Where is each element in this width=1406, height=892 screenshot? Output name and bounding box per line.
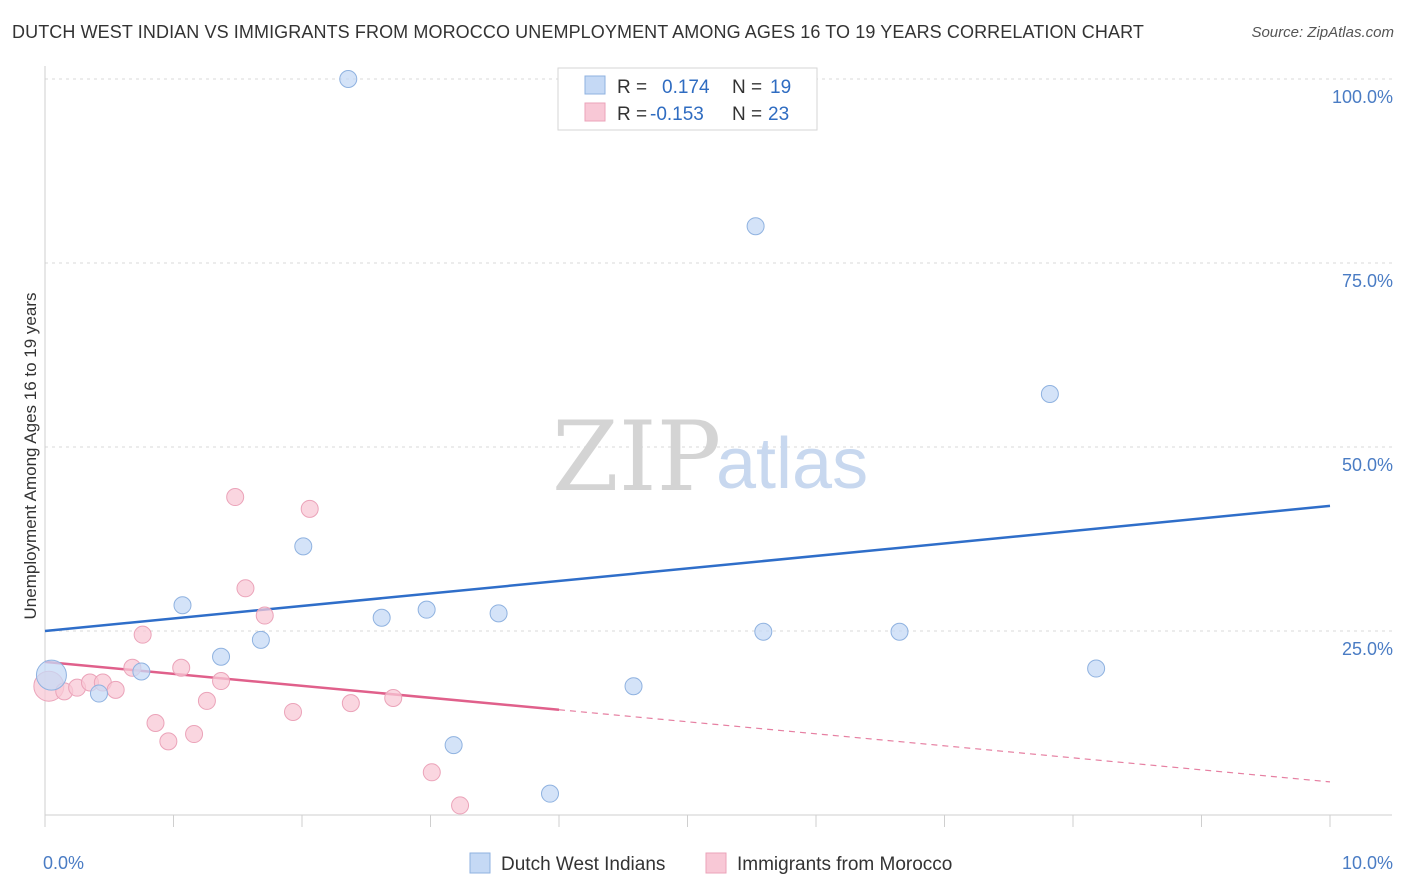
- point-dutch-west-indians-10: [444, 736, 463, 755]
- point-dutch-west-indians-13: [624, 677, 643, 696]
- watermark: ZIP atlas: [552, 401, 868, 513]
- legend-swatch-blue: [584, 75, 606, 95]
- x-tick-label-min: 0.0%: [43, 853, 84, 873]
- y-tick-label-100: 100.0%: [1332, 87, 1393, 107]
- watermark-zip: ZIP: [552, 401, 721, 513]
- point-immigrants-from-morocco-12: [197, 691, 216, 710]
- point-dutch-west-indians-18: [1087, 659, 1106, 678]
- point-dutch-west-indians-12: [541, 784, 560, 803]
- data-points: [33, 70, 1106, 815]
- point-immigrants-from-morocco-21: [422, 763, 441, 782]
- y-tick-label-50: 50.0%: [1342, 455, 1393, 475]
- point-dutch-west-indians-4: [212, 647, 231, 666]
- point-dutch-west-indians-16: [890, 622, 909, 641]
- point-immigrants-from-morocco-7: [133, 625, 152, 644]
- point-dutch-west-indians-0: [35, 659, 67, 691]
- point-dutch-west-indians-1: [89, 684, 108, 703]
- point-immigrants-from-morocco-11: [185, 725, 204, 744]
- point-immigrants-from-morocco-18: [300, 499, 319, 518]
- point-dutch-west-indians-9: [417, 600, 436, 619]
- legend-n-value-blue: 19: [770, 77, 791, 98]
- point-dutch-west-indians-17: [1040, 385, 1059, 404]
- point-immigrants-from-morocco-13: [212, 672, 231, 691]
- y-tick-label-25: 25.0%: [1342, 639, 1393, 659]
- point-dutch-west-indians-11: [489, 604, 508, 623]
- legend-n-label-blue: N =: [732, 77, 762, 98]
- point-immigrants-from-morocco-10: [172, 658, 191, 677]
- point-dutch-west-indians-8: [372, 608, 391, 627]
- point-immigrants-from-morocco-14: [226, 488, 245, 507]
- watermark-atlas: atlas: [716, 424, 868, 504]
- point-dutch-west-indians-2: [132, 662, 151, 681]
- trend-lines: [44, 504, 1331, 783]
- legend: R = 0.174 N = 19 R = -0.153 N = 23: [557, 67, 818, 131]
- trend-line-dutch-west-indians: [44, 504, 1331, 633]
- legend-r-label-pink: R =: [617, 104, 647, 125]
- chart-title: DUTCH WEST INDIAN VS IMMIGRANTS FROM MOR…: [12, 22, 1144, 42]
- point-immigrants-from-morocco-22: [451, 796, 470, 815]
- point-dutch-west-indians-14: [746, 217, 765, 236]
- y-tick-labels: 25.0% 50.0% 75.0% 100.0%: [1332, 87, 1393, 659]
- x-tick-labels: 0.0% 10.0%: [43, 853, 1393, 873]
- point-dutch-west-indians-7: [339, 70, 358, 88]
- point-dutch-west-indians-3: [173, 596, 192, 615]
- point-immigrants-from-morocco-8: [146, 714, 165, 732]
- bottom-legend-swatch-pink: [705, 852, 727, 874]
- legend-r-value-pink: -0.153: [650, 104, 704, 125]
- point-immigrants-from-morocco-15: [236, 579, 255, 598]
- legend-n-label-pink: N =: [732, 104, 762, 125]
- bottom-legend: Dutch West Indians Immigrants from Moroc…: [469, 852, 952, 875]
- trend-line-immigrants-from-morocco-extrapolated: [558, 709, 1331, 783]
- y-tick-label-75: 75.0%: [1342, 271, 1393, 291]
- point-immigrants-from-morocco-16: [255, 606, 274, 625]
- x-tick-label-max: 10.0%: [1342, 853, 1393, 873]
- bottom-legend-swatch-blue: [469, 852, 491, 874]
- bottom-legend-label-blue: Dutch West Indians: [501, 854, 665, 875]
- legend-r-label-blue: R =: [617, 77, 647, 98]
- gridlines: [45, 78, 1392, 632]
- bottom-legend-label-pink: Immigrants from Morocco: [737, 854, 952, 875]
- point-immigrants-from-morocco-17: [284, 702, 303, 721]
- point-dutch-west-indians-6: [294, 537, 313, 556]
- point-immigrants-from-morocco-9: [159, 732, 178, 751]
- point-immigrants-from-morocco-5: [106, 680, 125, 699]
- point-dutch-west-indians-5: [251, 630, 270, 649]
- legend-r-value-blue: 0.174: [662, 77, 710, 98]
- point-immigrants-from-morocco-20: [384, 688, 403, 707]
- point-dutch-west-indians-15: [754, 622, 773, 641]
- point-immigrants-from-morocco-19: [341, 694, 360, 713]
- legend-n-value-pink: 23: [768, 104, 789, 125]
- y-axis-label: Unemployment Among Ages 16 to 19 years: [21, 293, 40, 620]
- source-credit: Source: ZipAtlas.com: [1251, 24, 1394, 41]
- legend-swatch-pink: [584, 102, 606, 122]
